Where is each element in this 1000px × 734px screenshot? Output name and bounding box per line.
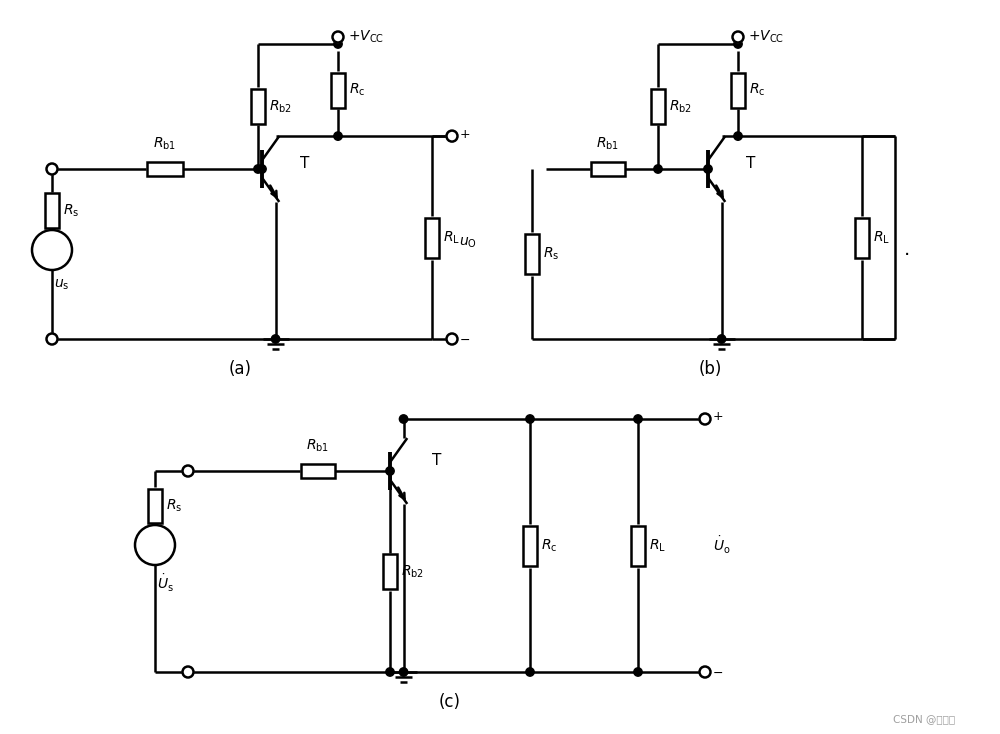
Text: $R_{\rm L}$: $R_{\rm L}$	[649, 537, 666, 553]
Text: $R_{\rm L}$: $R_{\rm L}$	[443, 229, 460, 246]
Text: $+V_{\rm CC}$: $+V_{\rm CC}$	[348, 29, 384, 46]
Circle shape	[700, 666, 710, 677]
Bar	[651, 89, 665, 124]
Bar	[301, 464, 335, 478]
Circle shape	[634, 415, 642, 424]
Text: $R_{\rm b2}$: $R_{\rm b2}$	[669, 98, 692, 115]
Circle shape	[700, 413, 710, 424]
Bar	[591, 162, 625, 176]
Text: $-$: $-$	[712, 666, 723, 678]
Bar	[425, 217, 439, 258]
Text: T: T	[746, 156, 755, 172]
Text: $+V_{\rm CC}$: $+V_{\rm CC}$	[748, 29, 784, 46]
Circle shape	[704, 165, 712, 173]
Text: $R_{\rm s}$: $R_{\rm s}$	[166, 498, 182, 515]
Text: CSDN @妖兽喽: CSDN @妖兽喽	[893, 714, 955, 724]
Circle shape	[254, 165, 262, 173]
Circle shape	[334, 40, 342, 48]
Circle shape	[732, 32, 744, 43]
Circle shape	[717, 335, 726, 344]
Text: $R_{\rm b1}$: $R_{\rm b1}$	[153, 136, 177, 152]
Text: (c): (c)	[439, 693, 461, 711]
Text: $R_{\rm b1}$: $R_{\rm b1}$	[306, 437, 330, 454]
Text: (a): (a)	[228, 360, 252, 378]
Circle shape	[526, 415, 534, 424]
Bar	[45, 194, 59, 228]
Text: $+$: $+$	[459, 128, 470, 141]
Text: $-$: $-$	[55, 255, 66, 269]
Circle shape	[46, 333, 58, 344]
Circle shape	[182, 465, 194, 476]
Bar	[631, 526, 645, 565]
Text: +: +	[55, 231, 66, 244]
Text: $R_{\rm b2}$: $R_{\rm b2}$	[269, 98, 292, 115]
Circle shape	[32, 230, 72, 270]
Circle shape	[182, 666, 194, 677]
Bar	[383, 554, 397, 589]
Text: $R_{\rm b1}$: $R_{\rm b1}$	[596, 136, 620, 152]
Circle shape	[446, 333, 458, 344]
Circle shape	[526, 668, 534, 676]
Text: $\dot{U}_{\rm o}$: $\dot{U}_{\rm o}$	[713, 535, 731, 556]
Text: $u_{\rm s}$: $u_{\rm s}$	[54, 278, 69, 292]
Circle shape	[634, 668, 642, 676]
Text: .: .	[904, 240, 910, 259]
Text: $\dot{U}_{\rm s}$: $\dot{U}_{\rm s}$	[157, 573, 174, 594]
Text: $R_{\rm b2}$: $R_{\rm b2}$	[401, 563, 424, 580]
Circle shape	[332, 32, 344, 43]
Text: $u_{\rm O}$: $u_{\rm O}$	[459, 236, 477, 250]
Circle shape	[399, 668, 408, 676]
Circle shape	[734, 40, 742, 48]
Circle shape	[334, 132, 342, 140]
Text: $R_{\rm c}$: $R_{\rm c}$	[541, 537, 557, 553]
Text: $-$: $-$	[459, 333, 470, 346]
Text: T: T	[432, 454, 441, 468]
Bar	[855, 217, 869, 258]
Text: T: T	[300, 156, 309, 172]
Bar	[147, 162, 183, 176]
Text: $R_{\rm c}$: $R_{\rm c}$	[749, 82, 765, 98]
Text: +: +	[158, 526, 169, 539]
Bar	[148, 489, 162, 523]
Circle shape	[46, 164, 58, 175]
Circle shape	[654, 165, 662, 173]
Circle shape	[399, 415, 408, 424]
Bar	[251, 89, 265, 124]
Text: $R_{\rm c}$: $R_{\rm c}$	[349, 82, 365, 98]
Bar	[525, 234, 539, 274]
Text: (b): (b)	[698, 360, 722, 378]
Circle shape	[271, 335, 280, 344]
Bar	[523, 526, 537, 565]
Circle shape	[734, 132, 742, 140]
Bar	[731, 73, 745, 108]
Circle shape	[386, 668, 394, 676]
Circle shape	[446, 131, 458, 142]
Circle shape	[386, 467, 394, 475]
Bar	[331, 73, 345, 108]
Text: $-$: $-$	[158, 550, 169, 564]
Circle shape	[135, 525, 175, 565]
Text: $R_{\rm L}$: $R_{\rm L}$	[873, 229, 890, 246]
Circle shape	[258, 165, 266, 173]
Text: $R_{\rm s}$: $R_{\rm s}$	[543, 246, 559, 262]
Text: $R_{\rm s}$: $R_{\rm s}$	[63, 203, 79, 219]
Text: $+$: $+$	[712, 410, 723, 424]
